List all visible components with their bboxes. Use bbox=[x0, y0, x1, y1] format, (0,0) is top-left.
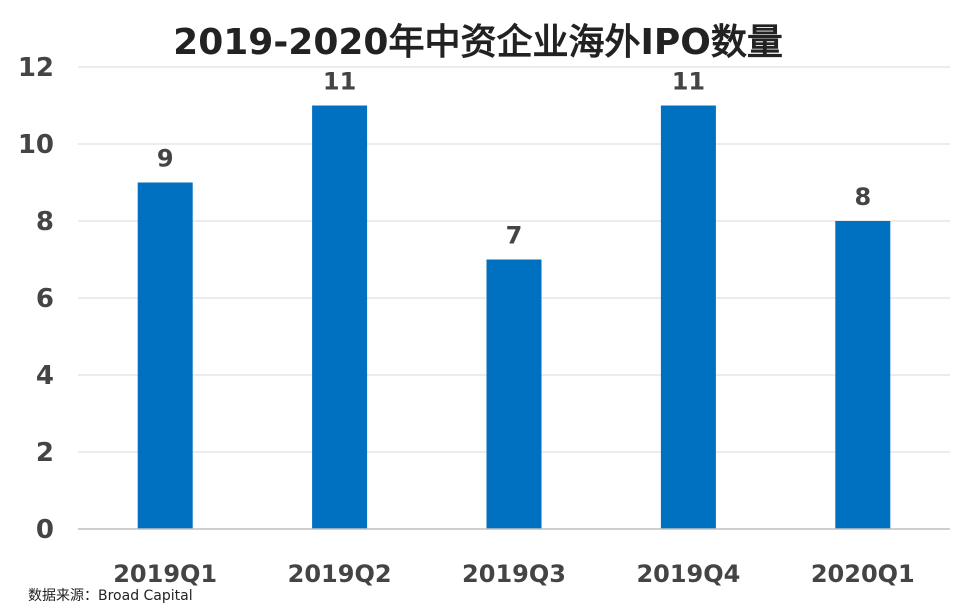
y-tick-label: 0 bbox=[36, 515, 54, 545]
source-note: 数据来源：Broad Capital bbox=[28, 588, 193, 604]
y-tick-label: 10 bbox=[18, 130, 54, 160]
y-axis-ticks: 0 2 4 6 8 10 12 bbox=[18, 53, 54, 545]
x-tick-label: 2019Q3 bbox=[462, 560, 566, 588]
y-tick-label: 2 bbox=[36, 438, 54, 468]
bar-2019Q3 bbox=[486, 259, 542, 529]
bar-2019Q2 bbox=[312, 105, 368, 529]
data-label: 9 bbox=[157, 145, 174, 173]
x-tick-label: 2019Q4 bbox=[636, 560, 740, 588]
data-label: 8 bbox=[854, 183, 871, 211]
x-tick-label: 2020Q1 bbox=[811, 560, 915, 588]
data-labels: 9 11 7 11 8 bbox=[157, 68, 871, 250]
y-tick-label: 8 bbox=[36, 207, 54, 237]
y-tick-label: 12 bbox=[18, 53, 54, 83]
x-tick-label: 2019Q2 bbox=[288, 560, 392, 588]
bar-2019Q1 bbox=[137, 182, 193, 529]
y-tick-label: 4 bbox=[36, 361, 54, 391]
bar-2019Q4 bbox=[660, 105, 716, 529]
y-tick-label: 6 bbox=[36, 284, 54, 314]
bars bbox=[137, 105, 891, 529]
data-label: 7 bbox=[506, 222, 523, 250]
x-tick-label: 2019Q1 bbox=[113, 560, 217, 588]
data-label: 11 bbox=[672, 68, 705, 96]
chart-title: 2019-2020年中资企业海外IPO数量 bbox=[173, 21, 783, 63]
data-label: 11 bbox=[323, 68, 356, 96]
x-axis-ticks: 2019Q1 2019Q2 2019Q3 2019Q4 2020Q1 bbox=[113, 560, 915, 588]
bar-2020Q1 bbox=[835, 221, 891, 529]
